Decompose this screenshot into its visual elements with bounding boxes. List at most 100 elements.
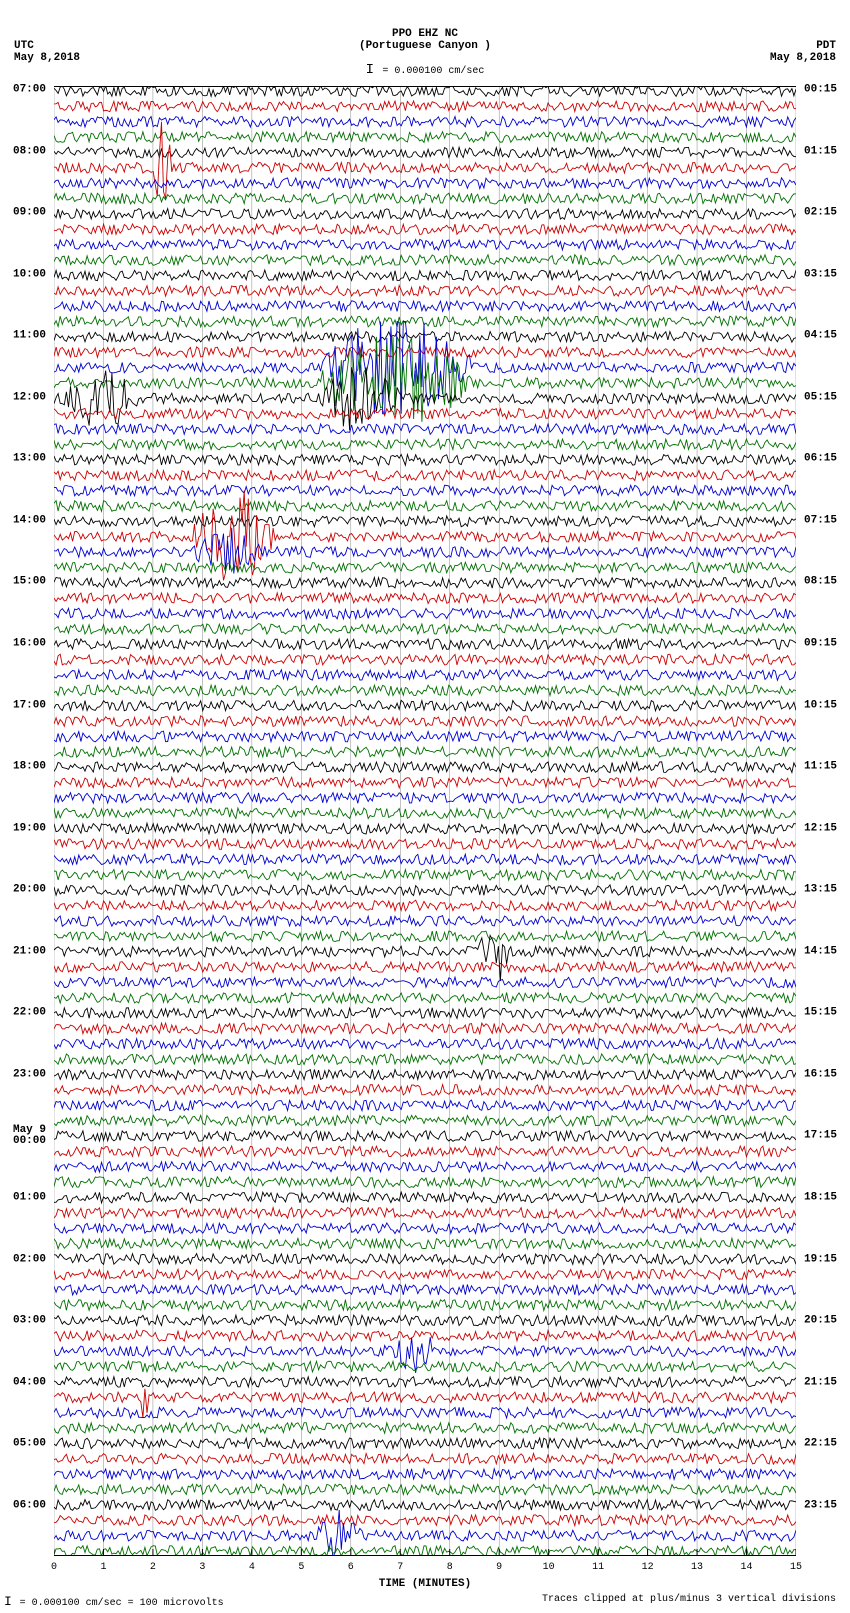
seismic-trace: [54, 562, 796, 573]
x-tick: 14: [741, 1562, 753, 1573]
utc-label: 17:00: [13, 700, 46, 711]
utc-label: 02:00: [13, 1254, 46, 1265]
utc-label: May 9 00:00: [13, 1125, 46, 1147]
x-tick: 10: [543, 1562, 555, 1573]
seismic-trace: [54, 670, 796, 681]
seismic-trace: [54, 1331, 796, 1342]
pdt-label: 14:15: [804, 946, 837, 957]
pdt-label: 20:15: [804, 1316, 837, 1327]
seismic-trace: [54, 1054, 796, 1065]
seismic-trace: [54, 1238, 796, 1249]
pdt-label: 22:15: [804, 1439, 837, 1450]
seismic-trace: [54, 885, 796, 896]
seismic-trace: [54, 255, 796, 266]
x-tick: 5: [298, 1562, 304, 1573]
seismic-trace: [54, 823, 796, 834]
seismic-trace: [54, 408, 796, 419]
seismic-trace: [54, 516, 796, 527]
seismic-trace: [54, 1100, 796, 1111]
x-tick: 2: [150, 1562, 156, 1573]
x-tick: 1: [100, 1562, 106, 1573]
seismic-trace: [54, 332, 796, 343]
seismic-trace: [54, 1254, 796, 1265]
utc-label: 11:00: [13, 331, 46, 342]
seismic-trace: [54, 747, 796, 758]
seismic-trace: [54, 839, 796, 850]
right-tz: PDT: [770, 40, 836, 52]
utc-label: 04:00: [13, 1377, 46, 1388]
seismic-trace: [54, 793, 796, 804]
utc-label: 12:00: [13, 392, 46, 403]
x-axis-label: TIME (MINUTES): [54, 1578, 796, 1590]
seismic-trace: [54, 624, 796, 635]
seismic-trace: [54, 639, 796, 650]
seismic-trace: [54, 147, 796, 158]
utc-label: 10:00: [13, 269, 46, 280]
seismic-trace: [54, 1337, 796, 1373]
seismic-trace: [54, 470, 796, 481]
seismic-trace: [54, 700, 796, 711]
right-date: May 8,2018: [770, 52, 836, 64]
x-tick: 9: [496, 1562, 502, 1573]
pdt-label: 11:15: [804, 762, 837, 773]
x-tick: 4: [249, 1562, 255, 1573]
seismic-trace: [54, 316, 796, 327]
seismic-trace: [54, 1438, 796, 1449]
utc-label: 14:00: [13, 515, 46, 526]
pdt-label: 06:15: [804, 454, 837, 465]
seismic-trace: [54, 501, 796, 512]
pdt-label: 15:15: [804, 1008, 837, 1019]
seismic-trace: [54, 1131, 796, 1142]
seismic-trace: [54, 1284, 796, 1295]
seismic-trace: [54, 654, 796, 665]
pdt-label: 05:15: [804, 392, 837, 403]
helicorder-plot: [54, 86, 796, 1556]
header-center: PPO EHZ NC (Portuguese Canyon ): [0, 28, 850, 52]
seismic-trace: [54, 439, 796, 450]
seismic-trace: [54, 808, 796, 819]
seismic-trace: [54, 992, 796, 1003]
seismic-trace: [54, 931, 796, 942]
seismic-trace: [54, 454, 796, 465]
pdt-label: 00:15: [804, 85, 837, 96]
x-tick: 3: [199, 1562, 205, 1573]
pdt-label: 18:15: [804, 1193, 837, 1204]
utc-label: 05:00: [13, 1439, 46, 1450]
utc-label: 03:00: [13, 1316, 46, 1327]
seismic-trace: [54, 1407, 796, 1418]
seismic-trace: [54, 178, 796, 189]
seismic-trace: [54, 1192, 796, 1203]
seismic-trace: [54, 900, 796, 911]
pdt-label: 17:15: [804, 1131, 837, 1142]
utc-label: 23:00: [13, 1069, 46, 1080]
helicorder-area: 07:0008:0009:0010:0011:0012:0013:0014:00…: [0, 86, 850, 1556]
seismic-trace: [54, 1300, 796, 1311]
seismic-trace: [54, 608, 796, 619]
seismic-trace: [54, 1085, 796, 1096]
pdt-label: 21:15: [804, 1377, 837, 1388]
seismic-trace: [54, 301, 796, 312]
seismic-trace: [54, 935, 796, 981]
seismic-trace: [54, 209, 796, 220]
seismic-trace: [54, 1469, 796, 1480]
header: UTC May 8,2018 PPO EHZ NC (Portuguese Ca…: [0, 0, 850, 80]
pdt-label: 23:15: [804, 1500, 837, 1511]
utc-label: 06:00: [13, 1500, 46, 1511]
utc-label: 19:00: [13, 823, 46, 834]
utc-label: 08:00: [13, 146, 46, 157]
seismic-trace: [54, 1039, 796, 1050]
seismic-trace: [54, 777, 796, 788]
seismic-trace: [54, 1023, 796, 1034]
seismic-trace: [54, 577, 796, 588]
pdt-label: 01:15: [804, 146, 837, 157]
seismic-trace: [54, 1161, 796, 1172]
seismic-trace: [54, 977, 796, 988]
scale-text: I = 0.000100 cm/sec: [0, 62, 850, 78]
utc-label: 13:00: [13, 454, 46, 465]
seismic-trace: [54, 122, 796, 199]
location: (Portuguese Canyon ): [0, 40, 850, 52]
station: PPO EHZ NC: [0, 28, 850, 40]
seismic-trace: [54, 424, 796, 435]
pdt-label: 10:15: [804, 700, 837, 711]
utc-label: 16:00: [13, 639, 46, 650]
